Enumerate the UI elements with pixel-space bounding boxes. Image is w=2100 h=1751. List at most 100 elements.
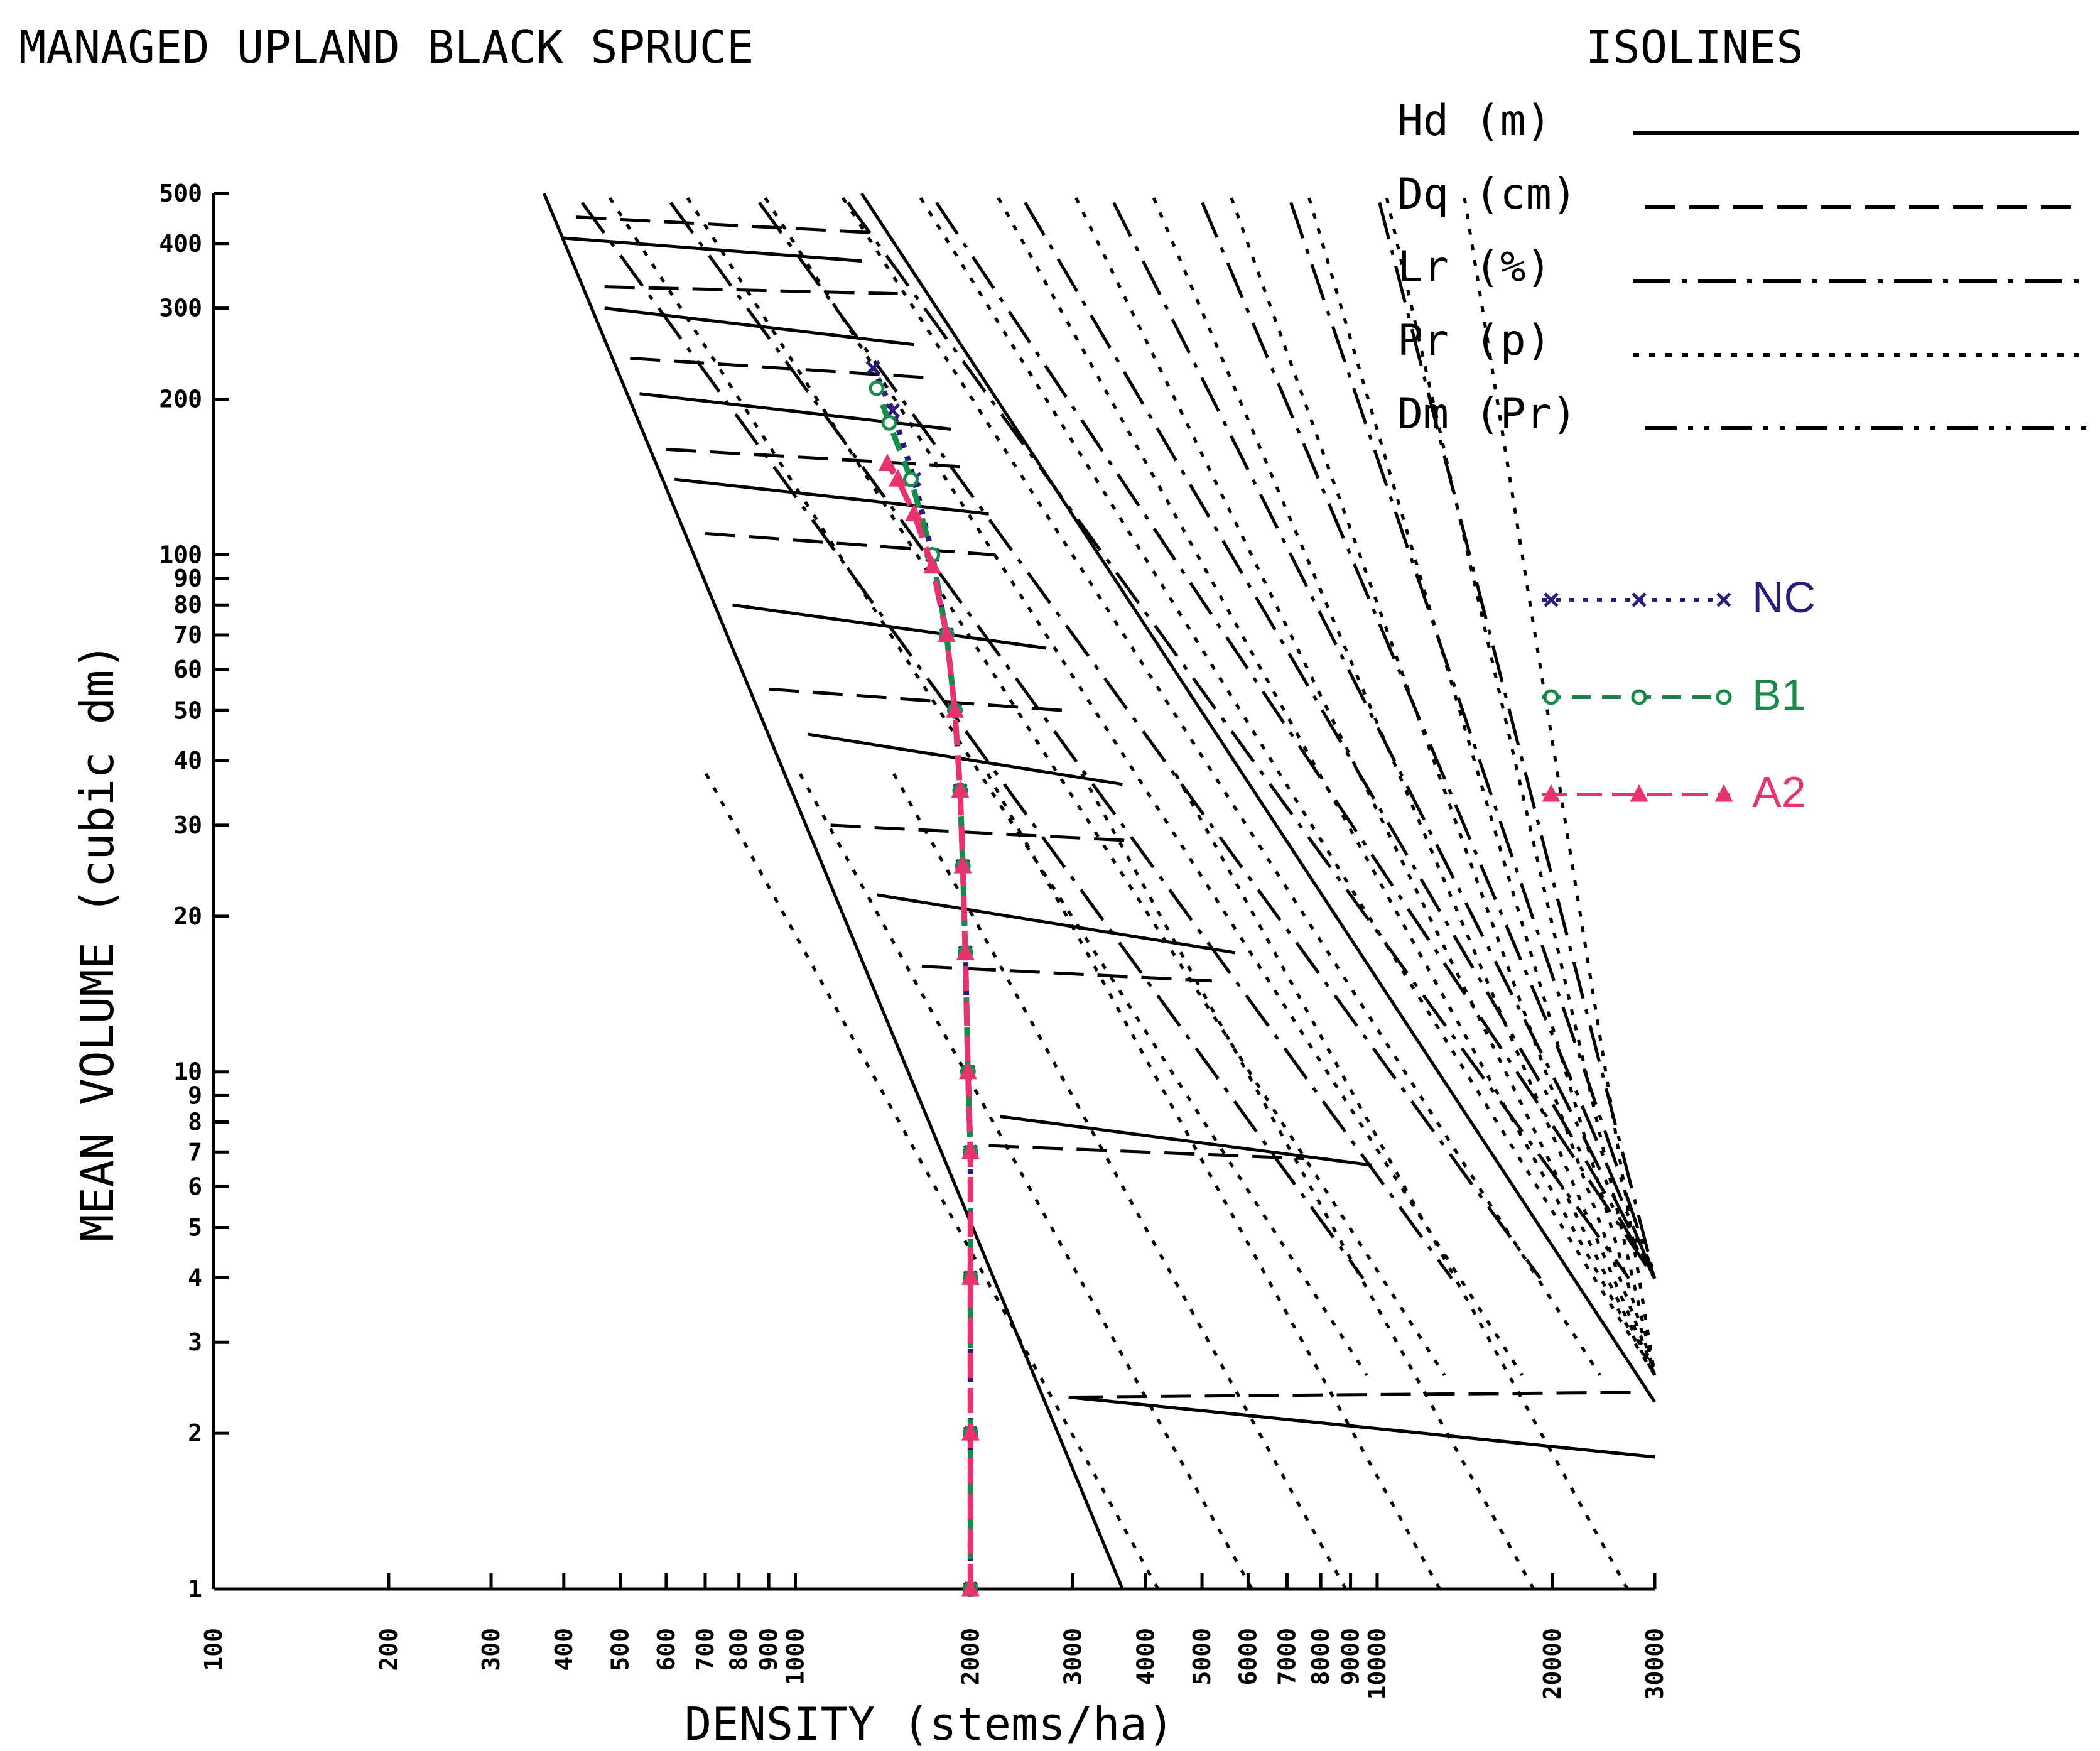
x-tick-label: 300 (477, 1628, 505, 1671)
y-tick-label: 8 (188, 1109, 202, 1136)
data-point-circle-marker (881, 415, 897, 431)
isoline-lr (580, 202, 1365, 1280)
x-tick-label: 2000 (956, 1628, 984, 1686)
data-point-circle-marker (1716, 689, 1732, 705)
isoline-label-lr: Lr (%) (1397, 242, 1552, 292)
isoline-dq (921, 965, 1212, 983)
x-tick-label: 10000 (1363, 1628, 1391, 1700)
axes: 1234567891020304050607080901002003004005… (159, 180, 1669, 1700)
isoline-lr (1024, 202, 1657, 1279)
y-tick-label: 300 (159, 295, 202, 322)
x-tick-label: 100 (200, 1628, 227, 1671)
isoline-dq (666, 447, 965, 469)
isolines-legend: ISOLINES Hd (m) Dq (cm) Lr (%) Pr (p) Dm… (1397, 21, 2091, 439)
isoline-pr (1230, 197, 1657, 1376)
data-point-triangle-marker (1630, 784, 1648, 802)
y-tick-label: 9 (188, 1082, 202, 1109)
x-tick-label: 800 (725, 1628, 753, 1671)
isoline-lr (669, 202, 1453, 1280)
data-point-triangle-marker (878, 453, 897, 471)
isoline-pr (1307, 197, 1657, 1376)
y-tick-label: 80 (173, 591, 202, 619)
y-tick-label: 500 (159, 180, 202, 207)
isoline-lr (935, 202, 1657, 1280)
isoline-hd (1000, 1115, 1373, 1167)
y-axis-title: MEAN VOLUME (cubic dm) (71, 642, 124, 1242)
isoline-lr (1289, 202, 1657, 1279)
x-tick-label: 4000 (1132, 1628, 1159, 1686)
data-point-triangle-marker (956, 942, 975, 960)
data-point-triangle-marker (889, 469, 907, 487)
isoline-dq (630, 356, 930, 380)
x-tick-label: 600 (652, 1628, 680, 1671)
y-tick-label: 5 (188, 1214, 202, 1242)
series-legend: NC B1 A2 (1542, 573, 1816, 816)
isoline-dq (576, 215, 872, 234)
y-tick-label: 20 (173, 903, 202, 930)
data-point-x-marker (1716, 592, 1731, 607)
y-tick-label: 2 (188, 1419, 202, 1447)
series-legend-entry: NC (1542, 573, 1816, 622)
series-legend-label: NC (1752, 573, 1816, 622)
data-point-circle-marker (1543, 689, 1559, 705)
isoline-label-dm: Dm (Pr) (1397, 389, 1578, 439)
isoline-pr (764, 197, 1524, 1377)
y-tick-label: 1 (188, 1575, 202, 1603)
marker-stroke (865, 360, 880, 376)
isoline-pr (686, 197, 1446, 1377)
series-legend-label: B1 (1752, 670, 1806, 719)
y-tick-label: 60 (173, 656, 202, 683)
isoline-pr (919, 197, 1657, 1376)
series-legend-entry: B1 (1542, 670, 1806, 719)
data-point-triangle-marker (1542, 784, 1561, 802)
isoline-dq (1073, 1390, 1638, 1399)
isoline-pr (1463, 197, 1657, 1376)
isoline-pr (1385, 197, 1657, 1376)
isoline-dq (604, 285, 898, 296)
isoline-dq (830, 823, 1133, 843)
isoline-hd (807, 732, 1123, 786)
data-point-triangle-marker (905, 504, 924, 521)
x-tick-label: 700 (691, 1628, 719, 1671)
x-tick-label: 5000 (1188, 1628, 1216, 1686)
data-point-x-marker (865, 360, 880, 376)
isoline-hd (1068, 1396, 1655, 1459)
data-point-triangle-marker (946, 700, 964, 718)
isolines-legend-title: ISOLINES (1586, 21, 1804, 73)
y-tick-label: 50 (173, 697, 202, 724)
y-tick-label: 400 (159, 230, 202, 258)
x-tick-label: 500 (607, 1628, 634, 1671)
y-tick-label: 90 (173, 565, 202, 592)
data-point-triangle-marker (1714, 784, 1733, 802)
series-legend-label: A2 (1752, 767, 1806, 816)
series-line (874, 387, 973, 1589)
x-tick-label: 400 (550, 1628, 578, 1671)
data-point-triangle-marker (951, 780, 970, 798)
x-tick-label: 30000 (1641, 1628, 1669, 1700)
data-point-x-marker (1632, 592, 1647, 607)
isoline-pr (609, 197, 1368, 1377)
data-point-triangle-marker (961, 1423, 980, 1441)
series-a2 (878, 453, 980, 1596)
x-tick-label: 3000 (1059, 1628, 1087, 1686)
isoline-dq (988, 1144, 1305, 1161)
y-tick-label: 7 (188, 1138, 202, 1166)
y-tick-label: 70 (173, 621, 202, 649)
isoline-label-dq: Dq (cm) (1397, 170, 1578, 219)
x-tick-label: 900 (755, 1628, 782, 1671)
data-point-circle-marker (869, 380, 885, 396)
chart-title: MANAGED UPLAND BLACK SPRUCE (19, 21, 754, 73)
isoline-upper-limit (543, 193, 1124, 1590)
y-tick-label: 6 (188, 1173, 202, 1200)
isoline-hd (639, 392, 951, 431)
data-point-triangle-marker (953, 855, 972, 874)
isoline-dm (703, 771, 1160, 1590)
isoline-pr (1152, 197, 1657, 1376)
x-axis-title: DENSITY (stems/ha) (685, 1698, 1174, 1750)
x-tick-label: 20000 (1539, 1628, 1566, 1700)
data-point-triangle-marker (937, 624, 956, 642)
y-tick-label: 4 (188, 1264, 202, 1291)
x-tick-label: 6000 (1234, 1628, 1262, 1686)
series-layer (865, 360, 980, 1597)
isolines-grid (543, 192, 1657, 1590)
